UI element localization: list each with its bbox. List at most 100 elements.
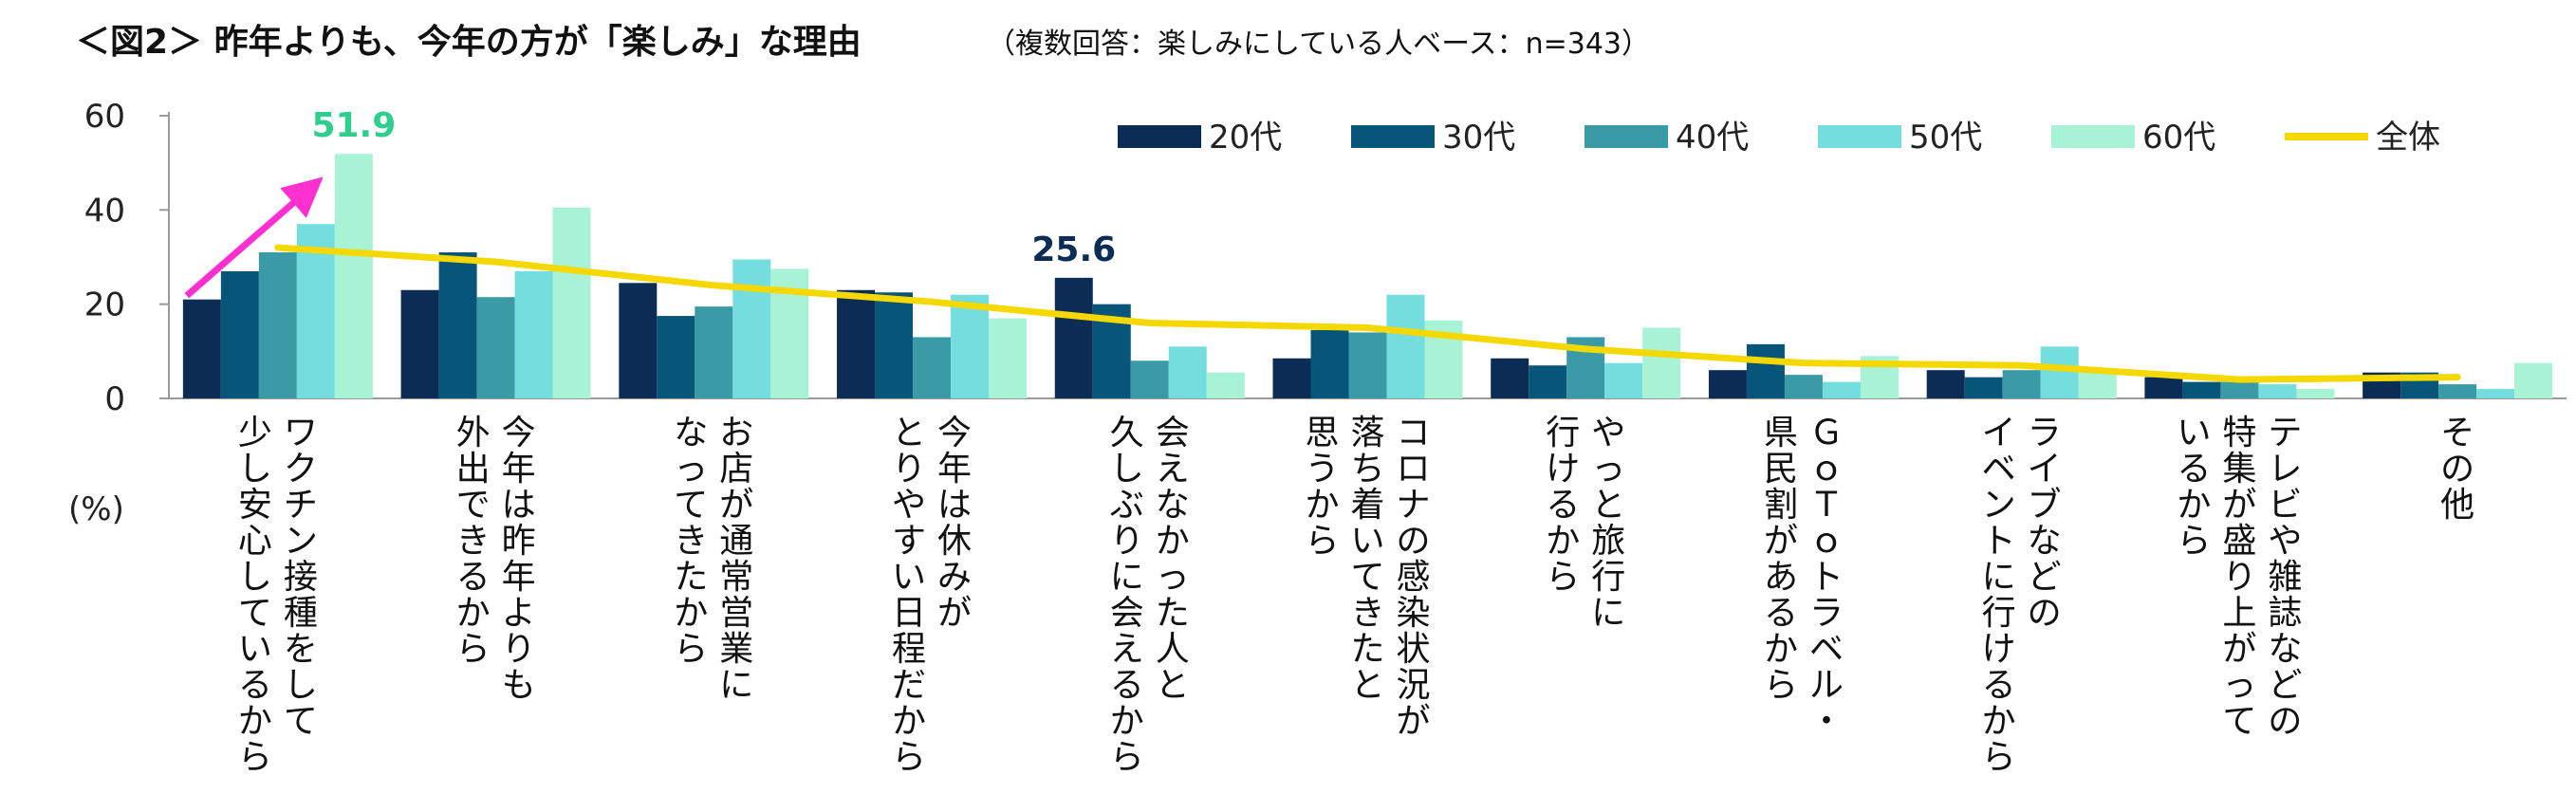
category-label-char: ン: [1982, 486, 2016, 525]
category-label-char: 集: [2222, 450, 2256, 489]
category-label-char: Ｇ: [1809, 414, 1844, 452]
legend-label: 20代: [1209, 119, 1282, 157]
bar: [1348, 332, 1387, 398]
category-label-char: 着: [1350, 486, 1384, 525]
category-label-char: っ: [2222, 666, 2256, 705]
category-label-char: な: [2268, 630, 2302, 669]
category-label-char: が: [1764, 522, 1798, 561]
category-label-char: ｏ: [1809, 522, 1844, 561]
category-label-char: ら: [1305, 522, 1339, 561]
category-label-char: て: [2222, 702, 2256, 741]
category-label-char: ト: [1982, 522, 2016, 561]
category-label-char: ン: [284, 522, 318, 561]
data-label-callout: 51.9: [311, 106, 396, 145]
category-label-char: ブ: [2028, 486, 2062, 525]
bar: [2514, 362, 2553, 398]
category-label-char: チ: [284, 486, 318, 525]
category-label-char: し: [1110, 450, 1144, 489]
category-label-char: よ: [502, 594, 536, 633]
category-label-char: 雑: [2268, 558, 2302, 597]
category-label-char: ・: [1809, 702, 1844, 741]
category-label-char: 特: [2222, 414, 2256, 452]
bar: [2144, 377, 2183, 398]
category-label-char: ｏ: [1809, 450, 1844, 489]
category-label-char: る: [238, 666, 272, 705]
legend-swatch: [2051, 125, 2135, 148]
category-label-char: の: [2028, 594, 2062, 633]
category-label-char: 染: [1396, 594, 1430, 633]
bar: [220, 270, 259, 398]
bar: [913, 337, 952, 398]
category-label-char: か: [892, 702, 926, 741]
category-label-char: が: [2222, 486, 2256, 525]
category-label-char: 程: [892, 630, 926, 669]
bar: [182, 299, 221, 398]
category-label-char: ベ: [1809, 630, 1844, 669]
bar: [989, 318, 1028, 398]
category-label-char: か: [238, 702, 272, 741]
category-label-char: も: [502, 666, 536, 705]
category-label-char: ら: [1110, 738, 1144, 777]
bar: [695, 306, 733, 398]
category-label-char: を: [284, 630, 318, 669]
category-label-char: に: [1110, 558, 1144, 597]
category-label-char: 行: [1546, 414, 1580, 452]
category-label-char: 通: [719, 522, 753, 561]
legend-label: 50代: [1909, 119, 1982, 157]
category-label-char: て: [238, 594, 272, 633]
category-label-char: た: [674, 558, 708, 597]
category-label-char: ク: [284, 450, 318, 489]
bar: [1310, 329, 1349, 398]
category-label-char: ど: [2028, 558, 2062, 597]
category-label-char: や: [2268, 522, 2302, 561]
category-label-char: ら: [238, 738, 272, 777]
category-label-char: 店: [719, 450, 753, 489]
category-label-char: に: [1591, 594, 1625, 633]
bar: [837, 289, 876, 398]
category-label-char: 種: [284, 594, 318, 633]
category-label-char: き: [674, 522, 708, 561]
category-label-char: か: [1305, 486, 1339, 525]
category-label-char: 行: [1591, 558, 1625, 597]
category-label-char: ら: [674, 630, 708, 669]
category-label-char: ナ: [1396, 486, 1430, 525]
category-label-char: る: [1982, 666, 2016, 705]
category-label-char: テ: [2268, 414, 2302, 452]
category-label-char: い: [892, 558, 926, 597]
category-label-char: 上: [2222, 594, 2256, 633]
category-label-char: ト: [1809, 558, 1844, 597]
bar: [1206, 372, 1245, 398]
category-label-char: み: [937, 558, 972, 597]
total-line: [274, 244, 2461, 383]
bar: [951, 294, 990, 398]
bar: [552, 207, 591, 398]
category-label-char: に: [1982, 558, 2016, 597]
category-label-char: の: [2440, 450, 2474, 489]
bar: [657, 316, 695, 398]
bar: [875, 292, 914, 398]
bar: [1054, 277, 1093, 398]
category-label-char: 会: [1156, 414, 1190, 452]
category-label-char: ビ: [2268, 486, 2302, 525]
category-label-char: ル: [1809, 666, 1844, 705]
category-label-char: か: [1546, 522, 1580, 561]
y-tick-label: 60: [84, 98, 125, 136]
bar: [1604, 362, 1643, 398]
bar: [476, 297, 515, 398]
category-label-char: 今: [937, 414, 972, 452]
bar: [2182, 381, 2221, 398]
category-label-char: り: [892, 450, 926, 489]
category-label-char: 県: [1764, 414, 1798, 452]
category-label-char: な: [2028, 522, 2062, 561]
category-label-char: が: [1396, 702, 1430, 741]
bar: [1926, 370, 1965, 398]
category-label-char: ベ: [1982, 450, 2016, 489]
category-label-char: 年: [502, 450, 536, 489]
category-label-char: る: [1110, 666, 1144, 705]
total-series-line: [274, 244, 2461, 383]
category-label-char: 年: [502, 558, 536, 597]
category-label-char: と: [1350, 666, 1384, 705]
category-label-char: ら: [456, 630, 491, 669]
category-label-char: け: [1982, 630, 2016, 669]
category-label-char: 感: [1396, 558, 1430, 597]
